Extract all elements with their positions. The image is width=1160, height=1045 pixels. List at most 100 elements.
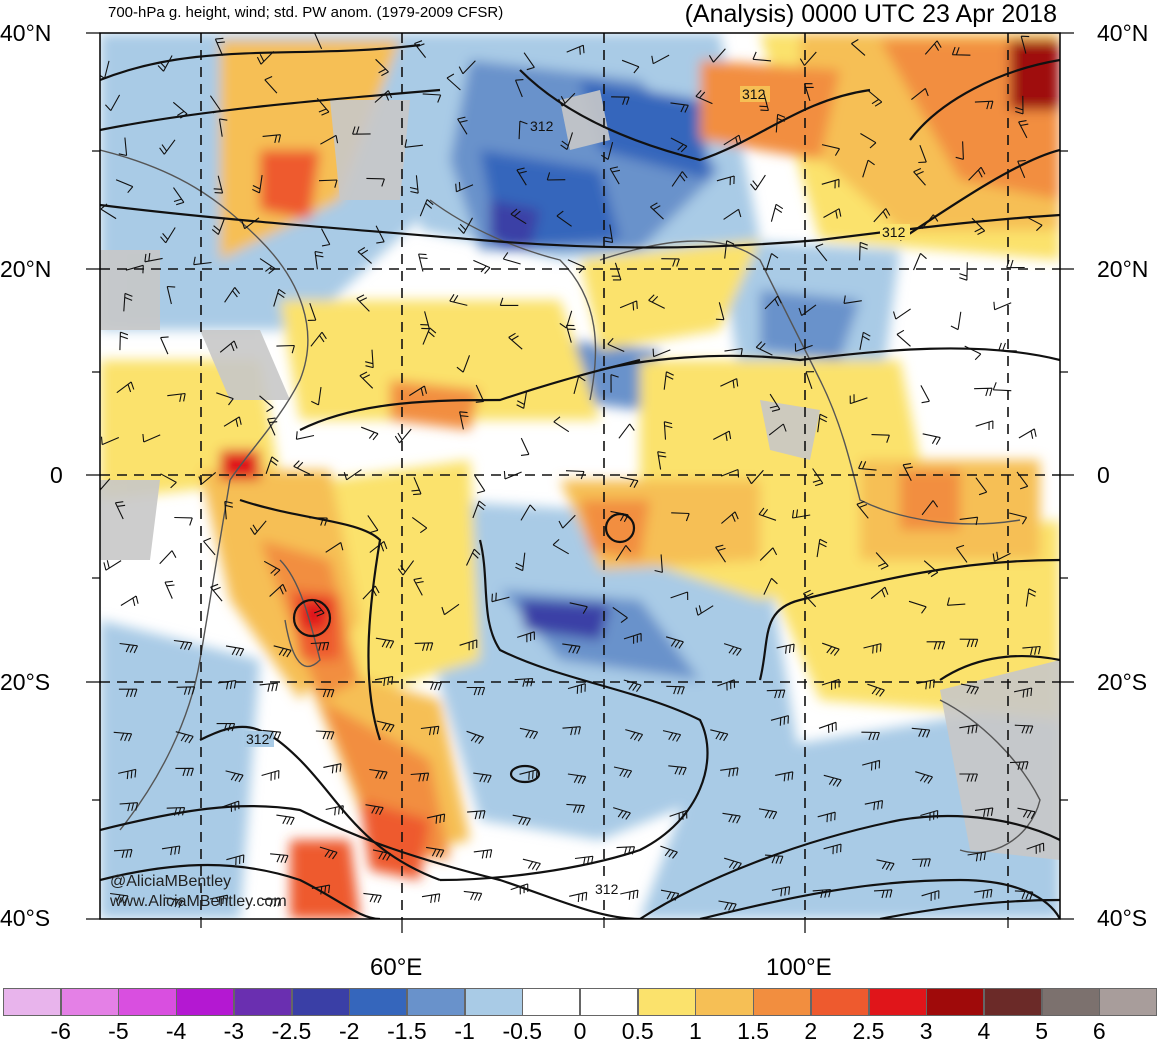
colorbar-swatch bbox=[868, 988, 927, 1016]
wind-barb bbox=[817, 811, 836, 823]
wind-barb bbox=[1009, 761, 1029, 770]
wind-barb bbox=[560, 132, 574, 150]
wind-barb bbox=[1022, 645, 1041, 656]
wind-barb bbox=[119, 642, 138, 654]
wind-barb bbox=[974, 387, 993, 397]
wind-barb bbox=[502, 252, 521, 265]
wind-barb bbox=[671, 512, 690, 522]
wind-barb bbox=[410, 772, 430, 782]
wind-barb bbox=[172, 101, 188, 119]
wind-barb bbox=[459, 411, 469, 430]
wind-barb bbox=[776, 643, 795, 654]
wind-barb bbox=[613, 766, 633, 778]
wind-barb bbox=[316, 97, 330, 116]
wind-barb bbox=[864, 800, 884, 811]
wind-barb bbox=[259, 682, 279, 692]
wind-barb bbox=[515, 552, 526, 572]
wind-barb bbox=[1014, 890, 1034, 900]
wind-barb bbox=[419, 199, 434, 217]
wind-barb bbox=[843, 295, 862, 304]
wind-barb bbox=[546, 172, 566, 181]
wind-barb bbox=[421, 893, 441, 904]
wind-barb bbox=[998, 342, 1017, 352]
wind-barb bbox=[662, 730, 682, 742]
wind-barb bbox=[812, 888, 832, 899]
wind-barb bbox=[241, 217, 260, 230]
wind-barb bbox=[875, 552, 889, 570]
colorbar-label: -4 bbox=[165, 1018, 187, 1044]
wind-barb bbox=[566, 803, 585, 814]
wind-barb bbox=[775, 113, 786, 133]
wind-barb bbox=[223, 416, 242, 427]
wind-barb bbox=[764, 295, 782, 310]
wind-barb bbox=[862, 159, 875, 178]
lon-label-100e: 100°E bbox=[766, 954, 832, 981]
wind-barb bbox=[217, 680, 237, 690]
wind-barb bbox=[565, 470, 585, 480]
wind-barb bbox=[666, 685, 685, 695]
wind-barb bbox=[992, 551, 1011, 562]
wind-barb bbox=[921, 500, 939, 516]
wind-barb bbox=[863, 643, 882, 654]
wind-barb bbox=[510, 883, 529, 895]
wind-barb bbox=[422, 327, 437, 345]
wind-barb bbox=[566, 44, 585, 55]
wind-barb bbox=[210, 583, 223, 602]
wind-barb bbox=[723, 134, 742, 146]
wind-barb bbox=[374, 90, 393, 103]
wind-barb bbox=[721, 511, 739, 524]
colorbar-swatch bbox=[1099, 988, 1158, 1016]
wind-barb bbox=[457, 116, 468, 135]
wind-barb bbox=[409, 385, 428, 397]
wind-barb bbox=[449, 294, 468, 306]
wind-barb bbox=[959, 516, 979, 526]
wind-barb bbox=[466, 548, 481, 566]
wind-barb bbox=[100, 203, 117, 220]
lat-label-20n-left: 20°N bbox=[0, 256, 52, 282]
wind-barb bbox=[520, 437, 530, 456]
wind-barb bbox=[224, 500, 234, 520]
wind-barb bbox=[823, 843, 842, 855]
wind-barb bbox=[609, 166, 621, 185]
wind-barb bbox=[870, 586, 889, 600]
wind-barb bbox=[764, 854, 784, 864]
wind-barb bbox=[558, 514, 576, 529]
wind-barb bbox=[723, 643, 742, 656]
wind-barb bbox=[974, 100, 994, 110]
wind-barb bbox=[805, 371, 815, 389]
wind-barb bbox=[361, 426, 379, 441]
lat-label-20n-right: 20°N bbox=[1097, 256, 1149, 282]
wind-barb bbox=[100, 436, 120, 446]
wind-barb bbox=[713, 430, 732, 441]
wind-barb bbox=[798, 304, 817, 317]
colorbar-swatch bbox=[983, 988, 1043, 1016]
wind-barb bbox=[125, 264, 144, 274]
wind-barb bbox=[311, 387, 322, 406]
wind-barb bbox=[974, 807, 994, 817]
wind-barb bbox=[100, 60, 110, 79]
wind-barb bbox=[164, 580, 175, 599]
colorbar-swatch bbox=[637, 988, 696, 1016]
wind-barb bbox=[862, 759, 881, 771]
wind-barb bbox=[318, 179, 338, 188]
wind-barb bbox=[918, 145, 927, 164]
wind-barb bbox=[1025, 216, 1043, 232]
wind-barb bbox=[263, 560, 281, 576]
wind-barb bbox=[1020, 35, 1030, 54]
colorbar-swatch bbox=[176, 988, 235, 1016]
wind-barb bbox=[750, 174, 766, 191]
wind-barb bbox=[574, 855, 594, 866]
wind-barb bbox=[166, 807, 186, 816]
wind-barb bbox=[812, 468, 824, 487]
wind-barb bbox=[270, 853, 289, 864]
wind-barb bbox=[873, 889, 893, 899]
wind-barb bbox=[669, 809, 688, 822]
wind-barb bbox=[473, 259, 491, 274]
wind-barb bbox=[993, 301, 1012, 311]
wind-barb bbox=[851, 39, 866, 56]
wind-barb bbox=[466, 686, 486, 696]
wind-barb bbox=[651, 54, 670, 65]
wind-barb bbox=[821, 144, 840, 156]
wind-barb bbox=[569, 891, 588, 903]
lat-label-eq-right: 0 bbox=[1097, 462, 1110, 488]
